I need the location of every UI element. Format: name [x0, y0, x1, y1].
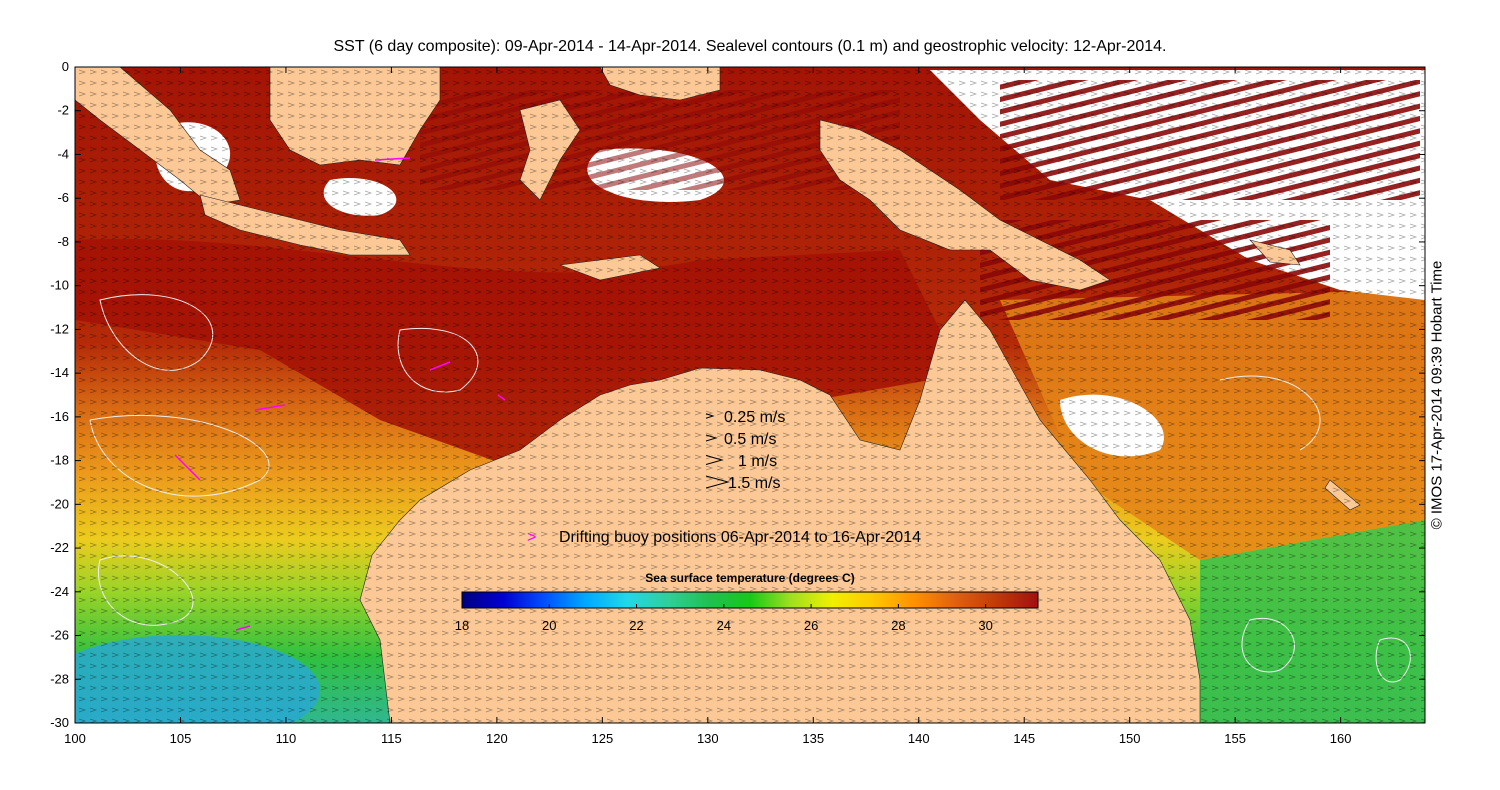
- x-tick-label: 135: [802, 731, 824, 746]
- y-tick-label: -20: [50, 496, 69, 511]
- x-axis: 100 105 110 115 120 125 130 135 140 145 150 155 160: [64, 67, 1351, 746]
- y-tick-label: -6: [57, 190, 69, 205]
- colorbar-tick-label: 22: [629, 618, 643, 633]
- velocity-legend-label: 0.5 m/s: [724, 431, 776, 448]
- buoy-symbol: >: [527, 529, 536, 546]
- colorbar-ticks: 18 20 22 24 26 28 30: [455, 604, 993, 633]
- x-tick-label: 100: [64, 731, 86, 746]
- velocity-legend-label: 1 m/s: [738, 453, 777, 470]
- colorbar-title: Sea surface temperature (degrees C): [645, 571, 854, 585]
- y-tick-label: -2: [57, 103, 69, 118]
- colorbar-tick-label: 28: [891, 618, 905, 633]
- y-tick-label: -24: [50, 584, 69, 599]
- colorbar-tick-label: 20: [542, 618, 556, 633]
- velocity-legend: 0.25 m/s 0.5 m/s 1 m/s 1.5 m/s: [705, 409, 785, 492]
- x-tick-label: 105: [170, 731, 192, 746]
- map-title: SST (6 day composite): 09-Apr-2014 - 14-…: [333, 38, 1167, 55]
- geostrophic-velocity-field: [75, 67, 1425, 723]
- colorbar-tick-label: 30: [978, 618, 992, 633]
- velocity-legend-arrow: [705, 455, 724, 465]
- credit-text: © IMOS 17-Apr-2014 09:39 Hobart Time: [1428, 260, 1446, 530]
- map-plot-area: [75, 67, 1425, 723]
- colorbar-gradient: [461, 591, 1039, 609]
- y-tick-label: -4: [57, 146, 69, 161]
- y-tick-label: -30: [50, 715, 69, 730]
- velocity-legend-label: 1.5 m/s: [728, 475, 780, 492]
- velocity-legend-arrow: [705, 413, 715, 419]
- y-tick-label: -26: [50, 628, 69, 643]
- plot-frame: [74, 66, 1426, 724]
- x-tick-label: 145: [1013, 731, 1035, 746]
- colorbar-tick-label: 18: [455, 618, 469, 633]
- x-tick-label: 140: [908, 731, 930, 746]
- x-tick-label: 130: [697, 731, 719, 746]
- y-tick-label: -14: [50, 365, 69, 380]
- velocity-legend-arrow: [705, 434, 718, 442]
- y-tick-label: -8: [57, 234, 69, 249]
- y-tick-label: -16: [50, 409, 69, 424]
- x-tick-label: 125: [591, 731, 613, 746]
- x-tick-label: 115: [381, 731, 402, 746]
- velocity-legend-label: 0.25 m/s: [724, 409, 785, 426]
- colorbar-tick-label: 24: [717, 618, 731, 633]
- y-tick-label: -10: [50, 278, 69, 293]
- x-tick-label: 120: [486, 731, 508, 746]
- x-tick-label: 110: [276, 731, 297, 746]
- y-tick-label: -12: [50, 321, 69, 336]
- velocity-legend-arrow: [705, 475, 730, 489]
- x-tick-label: 160: [1330, 731, 1352, 746]
- drifting-buoy-tracks: [174, 157, 506, 631]
- buoy-legend: > Drifting buoy positions 06-Apr-2014 to…: [527, 529, 921, 546]
- x-tick-label: 155: [1224, 731, 1246, 746]
- y-tick-label: -18: [50, 453, 69, 468]
- y-tick-label: -22: [50, 540, 69, 555]
- x-tick-label: 150: [1119, 731, 1141, 746]
- colorbar: Sea surface temperature (degrees C) 18 20…: [455, 571, 1039, 633]
- y-tick-label: 0: [62, 59, 69, 74]
- colorbar-tick-label: 26: [804, 618, 818, 633]
- y-axis: 0 -2 -4 -6 -8 -10 -12 -14 -16 -18 -20 -22 -24 -26 -28 -…: [50, 59, 1425, 730]
- y-tick-label: -28: [50, 671, 69, 686]
- buoy-legend-label: Drifting buoy positions 06-Apr-2014 to 1…: [559, 529, 921, 546]
